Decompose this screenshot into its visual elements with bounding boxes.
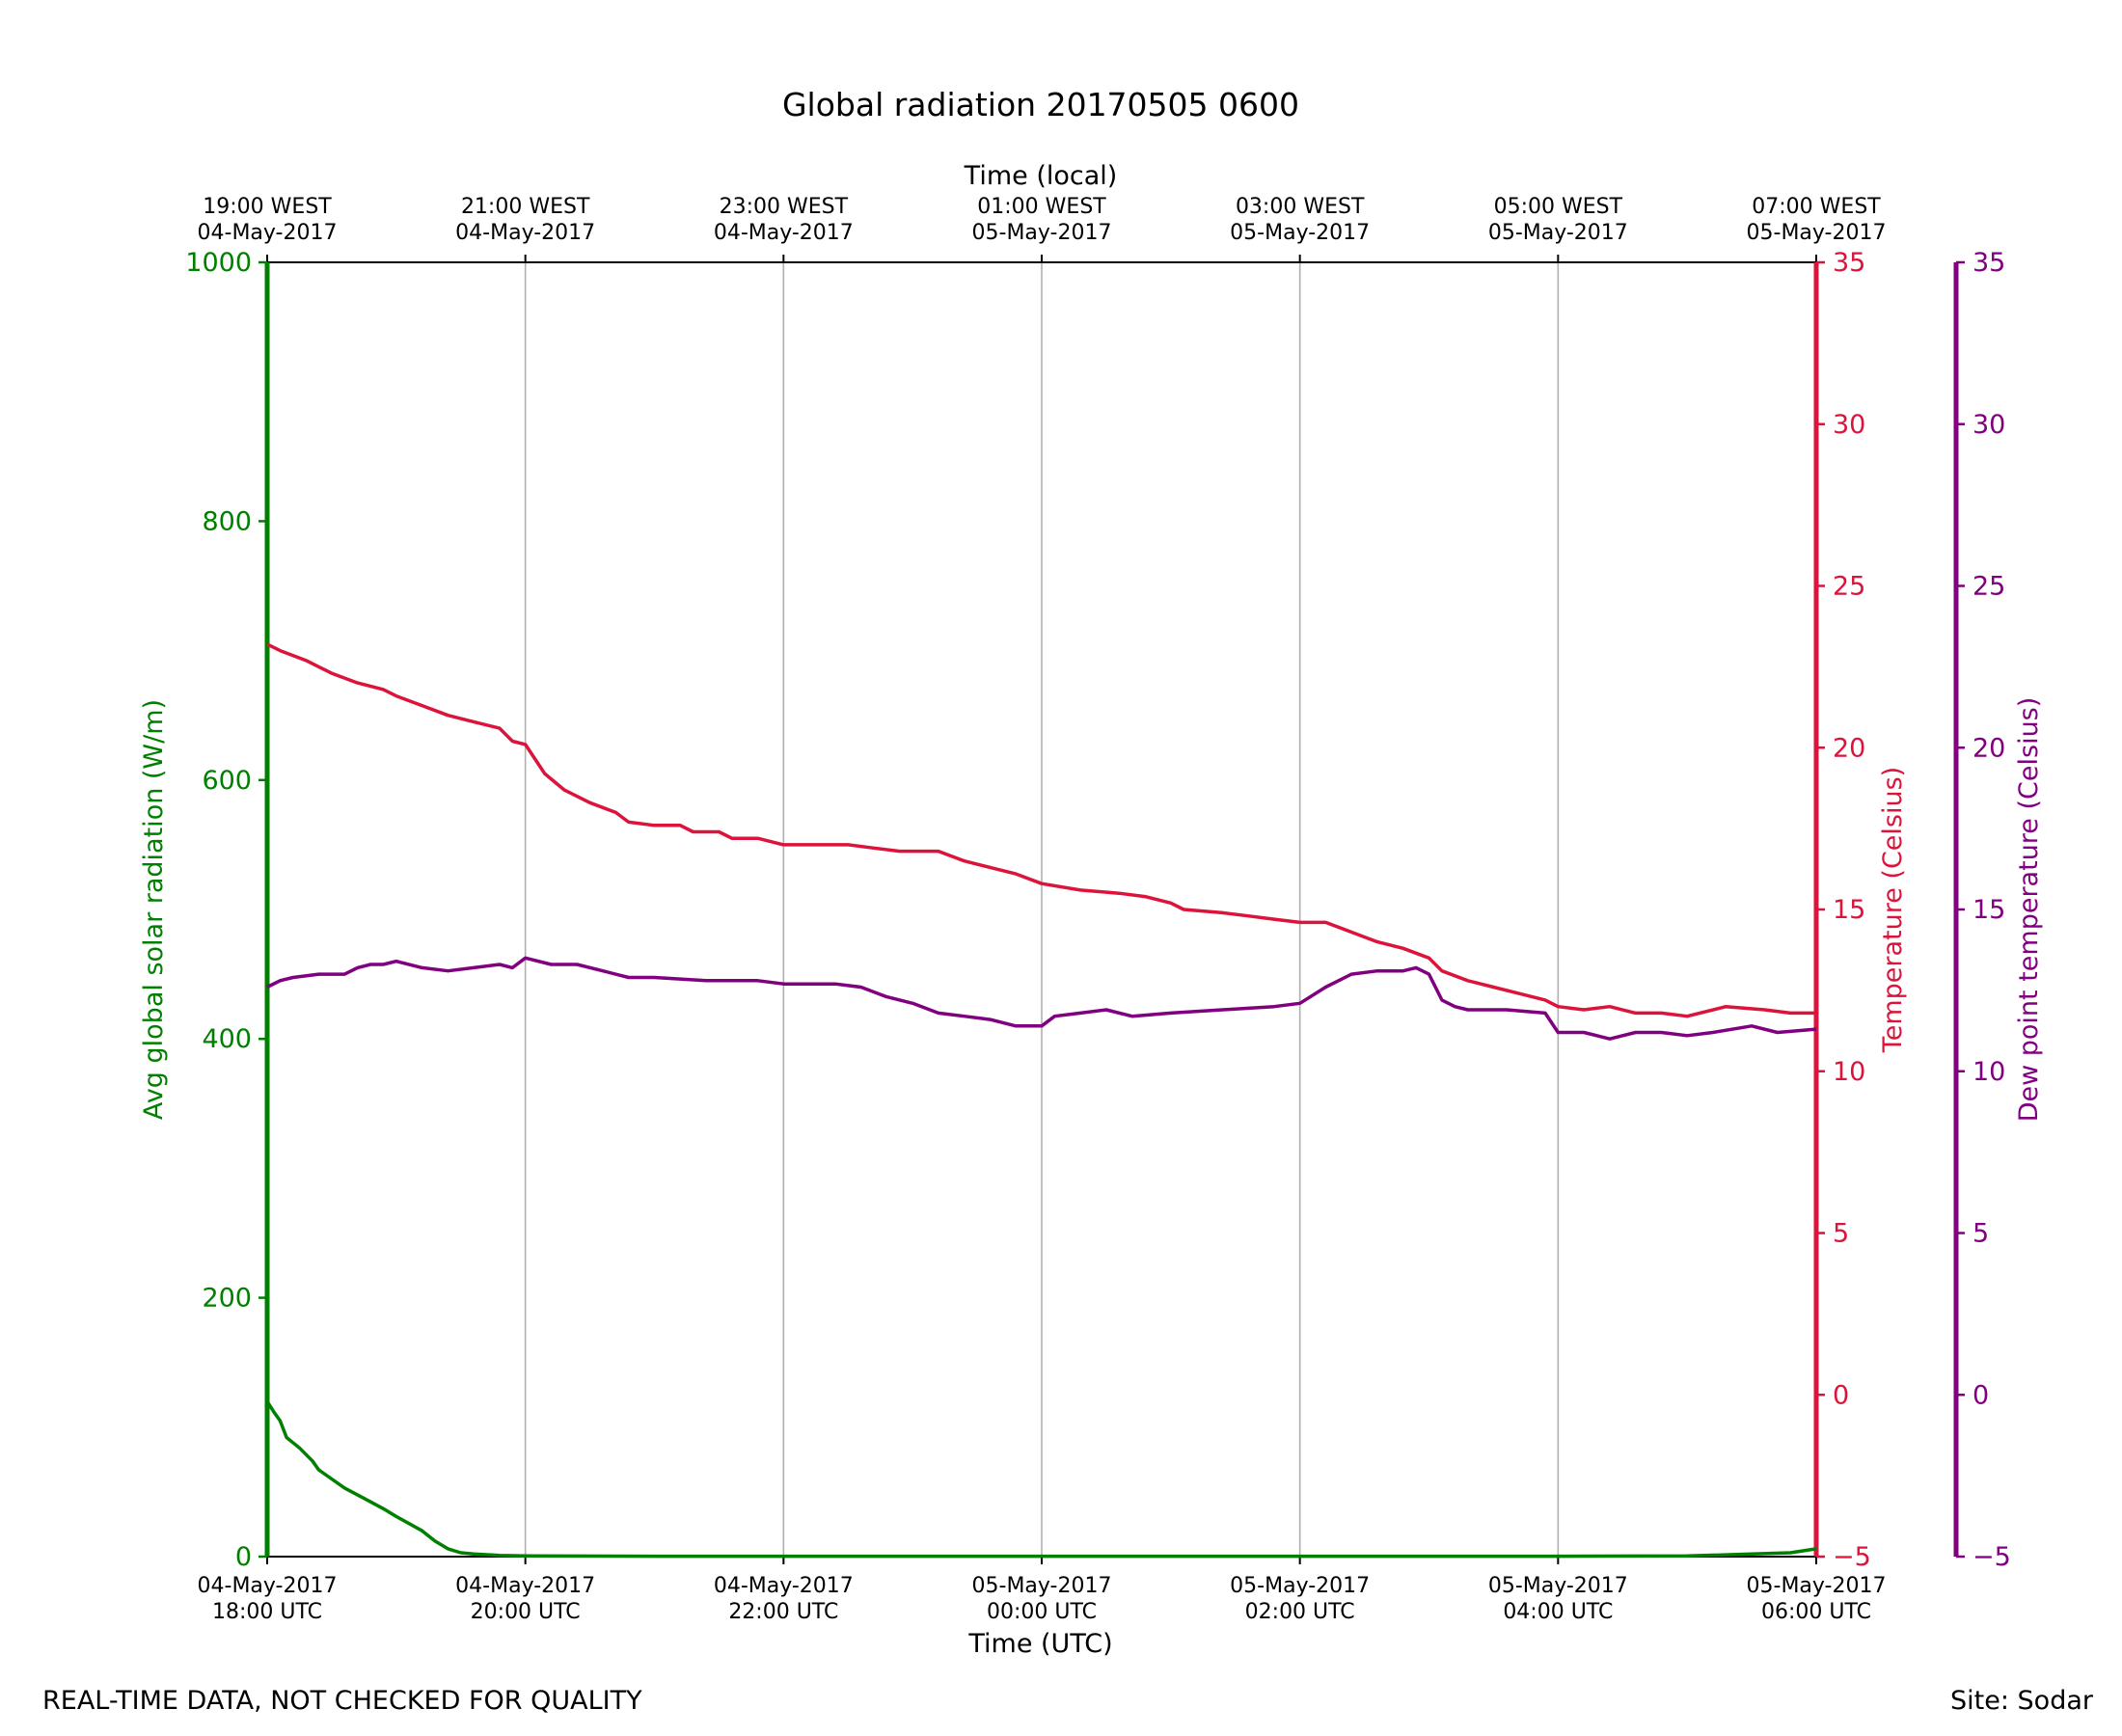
- y-tick-label-dewpoint: 35: [1972, 248, 2005, 278]
- y-tick-label-temperature: 30: [1833, 410, 1865, 440]
- x-axis-label: Time (UTC): [967, 1629, 1112, 1659]
- x-tick-label-date: 04-May-2017: [198, 1574, 338, 1598]
- x-tick-label-time: 00:00 UTC: [987, 1600, 1097, 1624]
- y-tick-label-temperature: −5: [1833, 1542, 1871, 1572]
- x-tick-label-time: 04:00 UTC: [1503, 1600, 1613, 1624]
- x-tick-label-time: 18:00 UTC: [212, 1600, 322, 1624]
- top-tick-label-time: 21:00 WEST: [461, 195, 590, 219]
- series-line-dewpoint: [266, 956, 1817, 1041]
- series-line-temperature: [266, 642, 1816, 1018]
- y-tick-label-radiation: 400: [202, 1024, 252, 1054]
- y-tick-label-radiation: 0: [235, 1542, 252, 1572]
- y-tick-label-dewpoint: 30: [1972, 410, 2005, 440]
- y-axis-label-radiation: Avg global solar radiation (W/m): [139, 699, 169, 1120]
- top-tick-label-date: 04-May-2017: [455, 221, 595, 245]
- top-tick-label-date: 05-May-2017: [1230, 221, 1370, 245]
- x-tick-label-time: 06:00 UTC: [1761, 1600, 1871, 1624]
- y-tick-label-radiation: 600: [202, 766, 252, 796]
- quality-disclaimer: REAL-TIME DATA, NOT CHECKED FOR QUALITY: [42, 1686, 642, 1716]
- top-tick-label-date: 05-May-2017: [972, 221, 1112, 245]
- y-tick-label-dewpoint: −5: [1972, 1542, 2011, 1572]
- top-tick-label-time: 19:00 WEST: [203, 195, 332, 219]
- x-tick-label-date: 05-May-2017: [1230, 1574, 1370, 1598]
- y-tick-label-temperature: 0: [1833, 1380, 1849, 1410]
- chart-title: Global radiation 20170505 0600: [782, 86, 1299, 123]
- series-line-radiation: [265, 1400, 1817, 1559]
- site-label: Site: Sodar: [1950, 1686, 2093, 1716]
- y-tick-label-radiation: 200: [202, 1284, 252, 1314]
- top-tick-label-date: 05-May-2017: [1747, 221, 1887, 245]
- top-axis-label: Time (local): [964, 161, 1118, 191]
- y-tick-label-temperature: 35: [1833, 248, 1865, 278]
- y-tick-label-temperature: 25: [1833, 572, 1865, 602]
- x-tick-label-date: 05-May-2017: [972, 1574, 1112, 1598]
- top-tick-label-date: 05-May-2017: [1488, 221, 1628, 245]
- top-tick-label-time: 03:00 WEST: [1236, 195, 1365, 219]
- y-tick-label-temperature: 20: [1833, 733, 1865, 763]
- y-tick-label-temperature: 10: [1833, 1057, 1865, 1087]
- y-tick-label-radiation: 1000: [185, 248, 252, 278]
- top-tick-label-time: 01:00 WEST: [977, 195, 1106, 219]
- y-axis-label-temperature: Temperature (Celsius): [1878, 767, 1908, 1053]
- x-tick-label-time: 22:00 UTC: [728, 1600, 838, 1624]
- y-tick-label-dewpoint: 0: [1972, 1380, 1989, 1410]
- y-tick-label-dewpoint: 5: [1972, 1219, 1989, 1249]
- x-tick-label-date: 04-May-2017: [714, 1574, 854, 1598]
- top-tick-label-time: 07:00 WEST: [1752, 195, 1881, 219]
- x-tick-label-date: 04-May-2017: [455, 1574, 595, 1598]
- y-tick-label-dewpoint: 10: [1972, 1057, 2005, 1087]
- top-tick-label-time: 23:00 WEST: [720, 195, 849, 219]
- top-tick-label-time: 05:00 WEST: [1494, 195, 1623, 219]
- top-tick-label-date: 04-May-2017: [714, 221, 854, 245]
- y-tick-label-dewpoint: 15: [1972, 895, 2005, 925]
- y-tick-label-temperature: 15: [1833, 895, 1865, 925]
- x-tick-label-time: 20:00 UTC: [471, 1600, 581, 1624]
- y-tick-label-dewpoint: 25: [1972, 572, 2005, 602]
- y-tick-label-temperature: 5: [1833, 1219, 1849, 1249]
- x-tick-label-date: 05-May-2017: [1488, 1574, 1628, 1598]
- y-axis-label-dewpoint: Dew point temperature (Celsius): [2014, 697, 2044, 1123]
- y-tick-label-dewpoint: 20: [1972, 733, 2005, 763]
- y-tick-label-radiation: 800: [202, 506, 252, 536]
- x-tick-label-time: 02:00 UTC: [1245, 1600, 1355, 1624]
- top-tick-label-date: 04-May-2017: [198, 221, 338, 245]
- x-tick-label-date: 05-May-2017: [1747, 1574, 1887, 1598]
